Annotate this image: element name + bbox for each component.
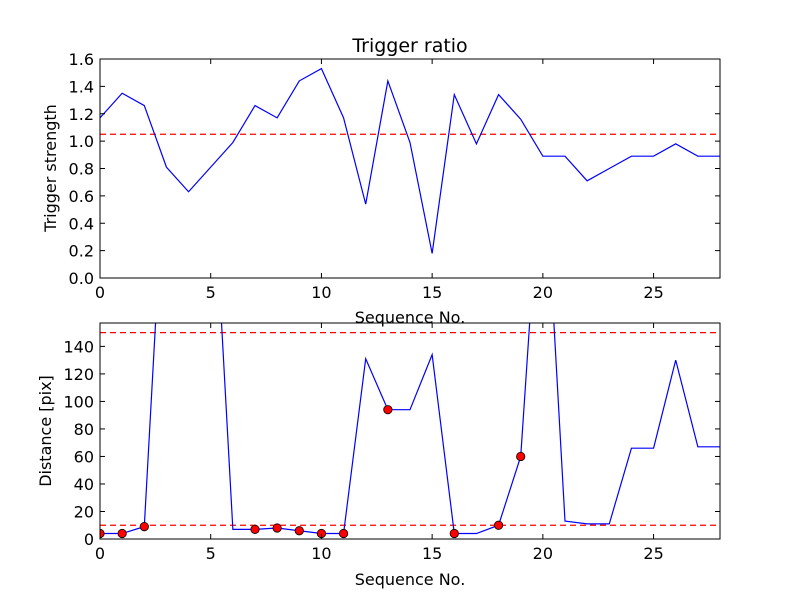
x-tick-label: 10 [311,544,331,563]
data-point-marker [338,528,349,539]
y-tick-label: 140 [63,337,94,356]
data-point-marker [272,523,282,533]
x-tick-label: 5 [206,544,216,563]
trigger-ratio-chart: Trigger ratio Sequence No. Trigger stren… [41,35,721,327]
x-tick-label: 10 [311,283,331,302]
y-tick-label: 0.8 [69,160,94,179]
x-tick-label: 0 [95,283,105,302]
y-tick-label: 60 [74,447,94,466]
series-line [100,67,720,254]
x-tick-label: 0 [95,544,105,563]
y-tick-label: 1.6 [69,50,94,69]
x-tick-label: 25 [643,544,663,563]
y-tick-label: 1.4 [69,77,94,96]
x-tick-label: 15 [422,544,442,563]
y-axis-label: Trigger strength [41,104,60,233]
y-tick-label: 20 [74,502,94,521]
data-point-marker [117,528,127,539]
data-point-marker [493,520,504,530]
data-point-marker [250,524,260,534]
plot-area [100,323,720,539]
y-tick-label: 1.2 [69,105,94,124]
y-tick-label: 0.6 [69,187,94,206]
y-tick-label: 40 [74,475,94,494]
data-point-marker [516,451,526,462]
y-tick-label: 120 [63,365,94,384]
x-axis-label: Sequence No. [355,308,466,327]
data-point-marker [139,522,149,532]
x-tick-label: 15 [422,283,442,302]
x-tick-label: 20 [533,283,553,302]
y-tick-label: 0 [84,530,94,549]
y-tick-label: 0.0 [69,269,94,288]
data-point-marker [383,405,393,415]
series-line [100,323,720,535]
data-point-marker [294,526,304,536]
x-axis-label: Sequence No. [355,570,466,589]
distance-chart: Sequence No. Distance [pix] 0 5 10 15 20 25 0 2… [36,322,721,589]
chart-title: Trigger ratio [351,35,467,57]
y-tick-label: 100 [63,392,94,411]
x-tick-label: 20 [533,544,553,563]
data-point-marker [449,528,459,539]
y-tick-label: 80 [74,420,94,439]
y-axis-label: Distance [pix] [36,375,55,487]
plot-area [100,67,720,254]
axis-ticks: 0 5 10 15 20 25 0 20 40 60 80 100 120 140 [63,323,720,563]
axis-ticks: 0 5 10 15 20 25 0.0 0.2 0.4 0.6 0.8 1.0 1.2 1.4 1.6 [69,50,720,302]
x-tick-label: 25 [643,283,663,302]
axes-frame [99,58,721,279]
y-tick-label: 0.4 [69,214,94,233]
y-tick-label: 0.2 [69,242,94,261]
axes-frame [99,322,721,540]
x-tick-label: 5 [206,283,216,302]
y-tick-label: 1.0 [69,132,94,151]
